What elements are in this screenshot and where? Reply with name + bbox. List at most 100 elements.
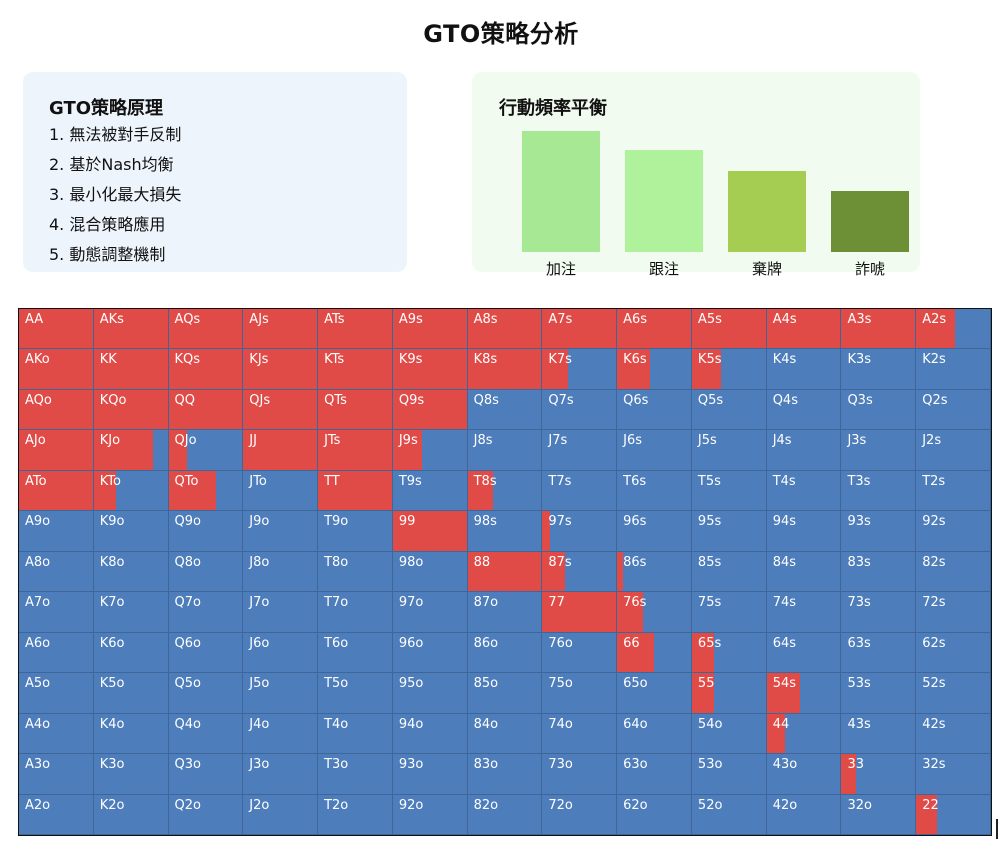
range-cell[interactable]: T8o	[318, 551, 393, 593]
range-cell[interactable]: T9o	[318, 511, 393, 552]
range-cell[interactable]: J2o	[243, 794, 319, 835]
range-cell[interactable]: 52o	[691, 794, 767, 835]
range-cell[interactable]: A3o	[19, 754, 94, 795]
range-cell[interactable]: Q8s	[467, 389, 543, 431]
range-cell[interactable]: 95o	[392, 673, 468, 714]
range-cell[interactable]: A4o	[19, 713, 94, 755]
range-cell[interactable]: J4s	[766, 430, 842, 471]
range-cell[interactable]: A3s	[841, 309, 917, 350]
range-cell[interactable]: 65o	[617, 673, 692, 714]
range-cell[interactable]: 96o	[392, 632, 468, 674]
range-cell[interactable]: 85o	[467, 673, 543, 714]
range-cell[interactable]: 74o	[542, 713, 618, 755]
range-cell[interactable]: 63o	[617, 754, 692, 795]
range-cell[interactable]: JTo	[243, 470, 319, 512]
range-cell[interactable]: 73s	[841, 592, 917, 633]
range-cell[interactable]: 52s	[916, 673, 991, 714]
range-cell[interactable]: 72s	[916, 592, 991, 633]
range-cell[interactable]: K2s	[916, 349, 991, 390]
range-cell[interactable]: Q2o	[168, 794, 244, 835]
range-cell[interactable]: Q8o	[168, 551, 244, 593]
range-cell[interactable]: J9s	[392, 430, 468, 471]
range-cell[interactable]: AJs	[243, 309, 319, 350]
range-cell[interactable]: 73o	[542, 754, 618, 795]
range-cell[interactable]: A5o	[19, 673, 94, 714]
range-cell[interactable]: Q5o	[168, 673, 244, 714]
range-cell[interactable]: QTo	[168, 470, 244, 512]
range-cell[interactable]: J8s	[467, 430, 543, 471]
range-cell[interactable]: 83o	[467, 754, 543, 795]
range-cell[interactable]: 64o	[617, 713, 692, 755]
range-cell[interactable]: K5o	[93, 673, 169, 714]
range-cell[interactable]: 54o	[691, 713, 767, 755]
range-cell[interactable]: 43o	[766, 754, 842, 795]
range-cell[interactable]: 53s	[841, 673, 917, 714]
range-cell[interactable]: K3s	[841, 349, 917, 390]
range-cell[interactable]: 99	[392, 511, 468, 552]
range-cell[interactable]: K6s	[617, 349, 692, 390]
range-cell[interactable]: A9s	[392, 309, 468, 350]
range-cell[interactable]: KQs	[168, 349, 244, 390]
range-cell[interactable]: 92s	[916, 511, 991, 552]
range-cell[interactable]: 62o	[617, 794, 692, 835]
range-cell[interactable]: 75s	[691, 592, 767, 633]
range-cell[interactable]: 84o	[467, 713, 543, 755]
range-cell[interactable]: 93s	[841, 511, 917, 552]
range-cell[interactable]: KTs	[318, 349, 393, 390]
range-cell[interactable]: 32s	[916, 754, 991, 795]
range-cell[interactable]: J4o	[243, 713, 319, 755]
range-cell[interactable]: Q9o	[168, 511, 244, 552]
range-cell[interactable]: 87o	[467, 592, 543, 633]
range-cell[interactable]: Q2s	[916, 389, 991, 431]
range-cell[interactable]: Q7s	[542, 389, 618, 431]
range-cell[interactable]: 62s	[916, 632, 991, 674]
range-cell[interactable]: T5s	[691, 470, 767, 512]
range-cell[interactable]: K2o	[93, 794, 169, 835]
range-cell[interactable]: T4o	[318, 713, 393, 755]
range-cell[interactable]: 22	[916, 794, 991, 835]
range-cell[interactable]: J6s	[617, 430, 692, 471]
range-cell[interactable]: AKs	[93, 309, 169, 350]
range-cell[interactable]: A9o	[19, 511, 94, 552]
range-cell[interactable]: A8s	[467, 309, 543, 350]
range-cell[interactable]: T3o	[318, 754, 393, 795]
range-cell[interactable]: J3s	[841, 430, 917, 471]
range-cell[interactable]: KK	[93, 349, 169, 390]
range-cell[interactable]: 94o	[392, 713, 468, 755]
range-cell[interactable]: 42o	[766, 794, 842, 835]
range-cell[interactable]: J7o	[243, 592, 319, 633]
range-cell[interactable]: 43s	[841, 713, 917, 755]
range-cell[interactable]: T4s	[766, 470, 842, 512]
range-cell[interactable]: 97o	[392, 592, 468, 633]
range-cell[interactable]: K8o	[93, 551, 169, 593]
range-cell[interactable]: T8s	[467, 470, 543, 512]
range-cell[interactable]: A7s	[542, 309, 618, 350]
range-cell[interactable]: 77	[542, 592, 618, 633]
range-cell[interactable]: 74s	[766, 592, 842, 633]
range-cell[interactable]: K4s	[766, 349, 842, 390]
range-cell[interactable]: 54s	[766, 673, 842, 714]
range-cell[interactable]: 53o	[691, 754, 767, 795]
range-cell[interactable]: K3o	[93, 754, 169, 795]
range-cell[interactable]: 44	[766, 713, 842, 755]
range-cell[interactable]: 84s	[766, 551, 842, 593]
range-cell[interactable]: 55	[691, 673, 767, 714]
range-cell[interactable]: QQ	[168, 389, 244, 431]
range-cell[interactable]: KJs	[243, 349, 319, 390]
range-cell[interactable]: Q6s	[617, 389, 692, 431]
range-cell[interactable]: KJo	[93, 430, 169, 471]
range-cell[interactable]: A2s	[916, 309, 991, 350]
range-cell[interactable]: Q4s	[766, 389, 842, 431]
range-cell[interactable]: T2s	[916, 470, 991, 512]
range-cell[interactable]: JJ	[243, 430, 319, 471]
range-cell[interactable]: QTs	[318, 389, 393, 431]
range-cell[interactable]: QJo	[168, 430, 244, 471]
range-cell[interactable]: J5o	[243, 673, 319, 714]
range-cell[interactable]: A5s	[691, 309, 767, 350]
range-cell[interactable]: J8o	[243, 551, 319, 593]
range-cell[interactable]: J6o	[243, 632, 319, 674]
range-cell[interactable]: A6o	[19, 632, 94, 674]
range-cell[interactable]: 86o	[467, 632, 543, 674]
range-cell[interactable]: J7s	[542, 430, 618, 471]
range-cell[interactable]: 32o	[841, 794, 917, 835]
